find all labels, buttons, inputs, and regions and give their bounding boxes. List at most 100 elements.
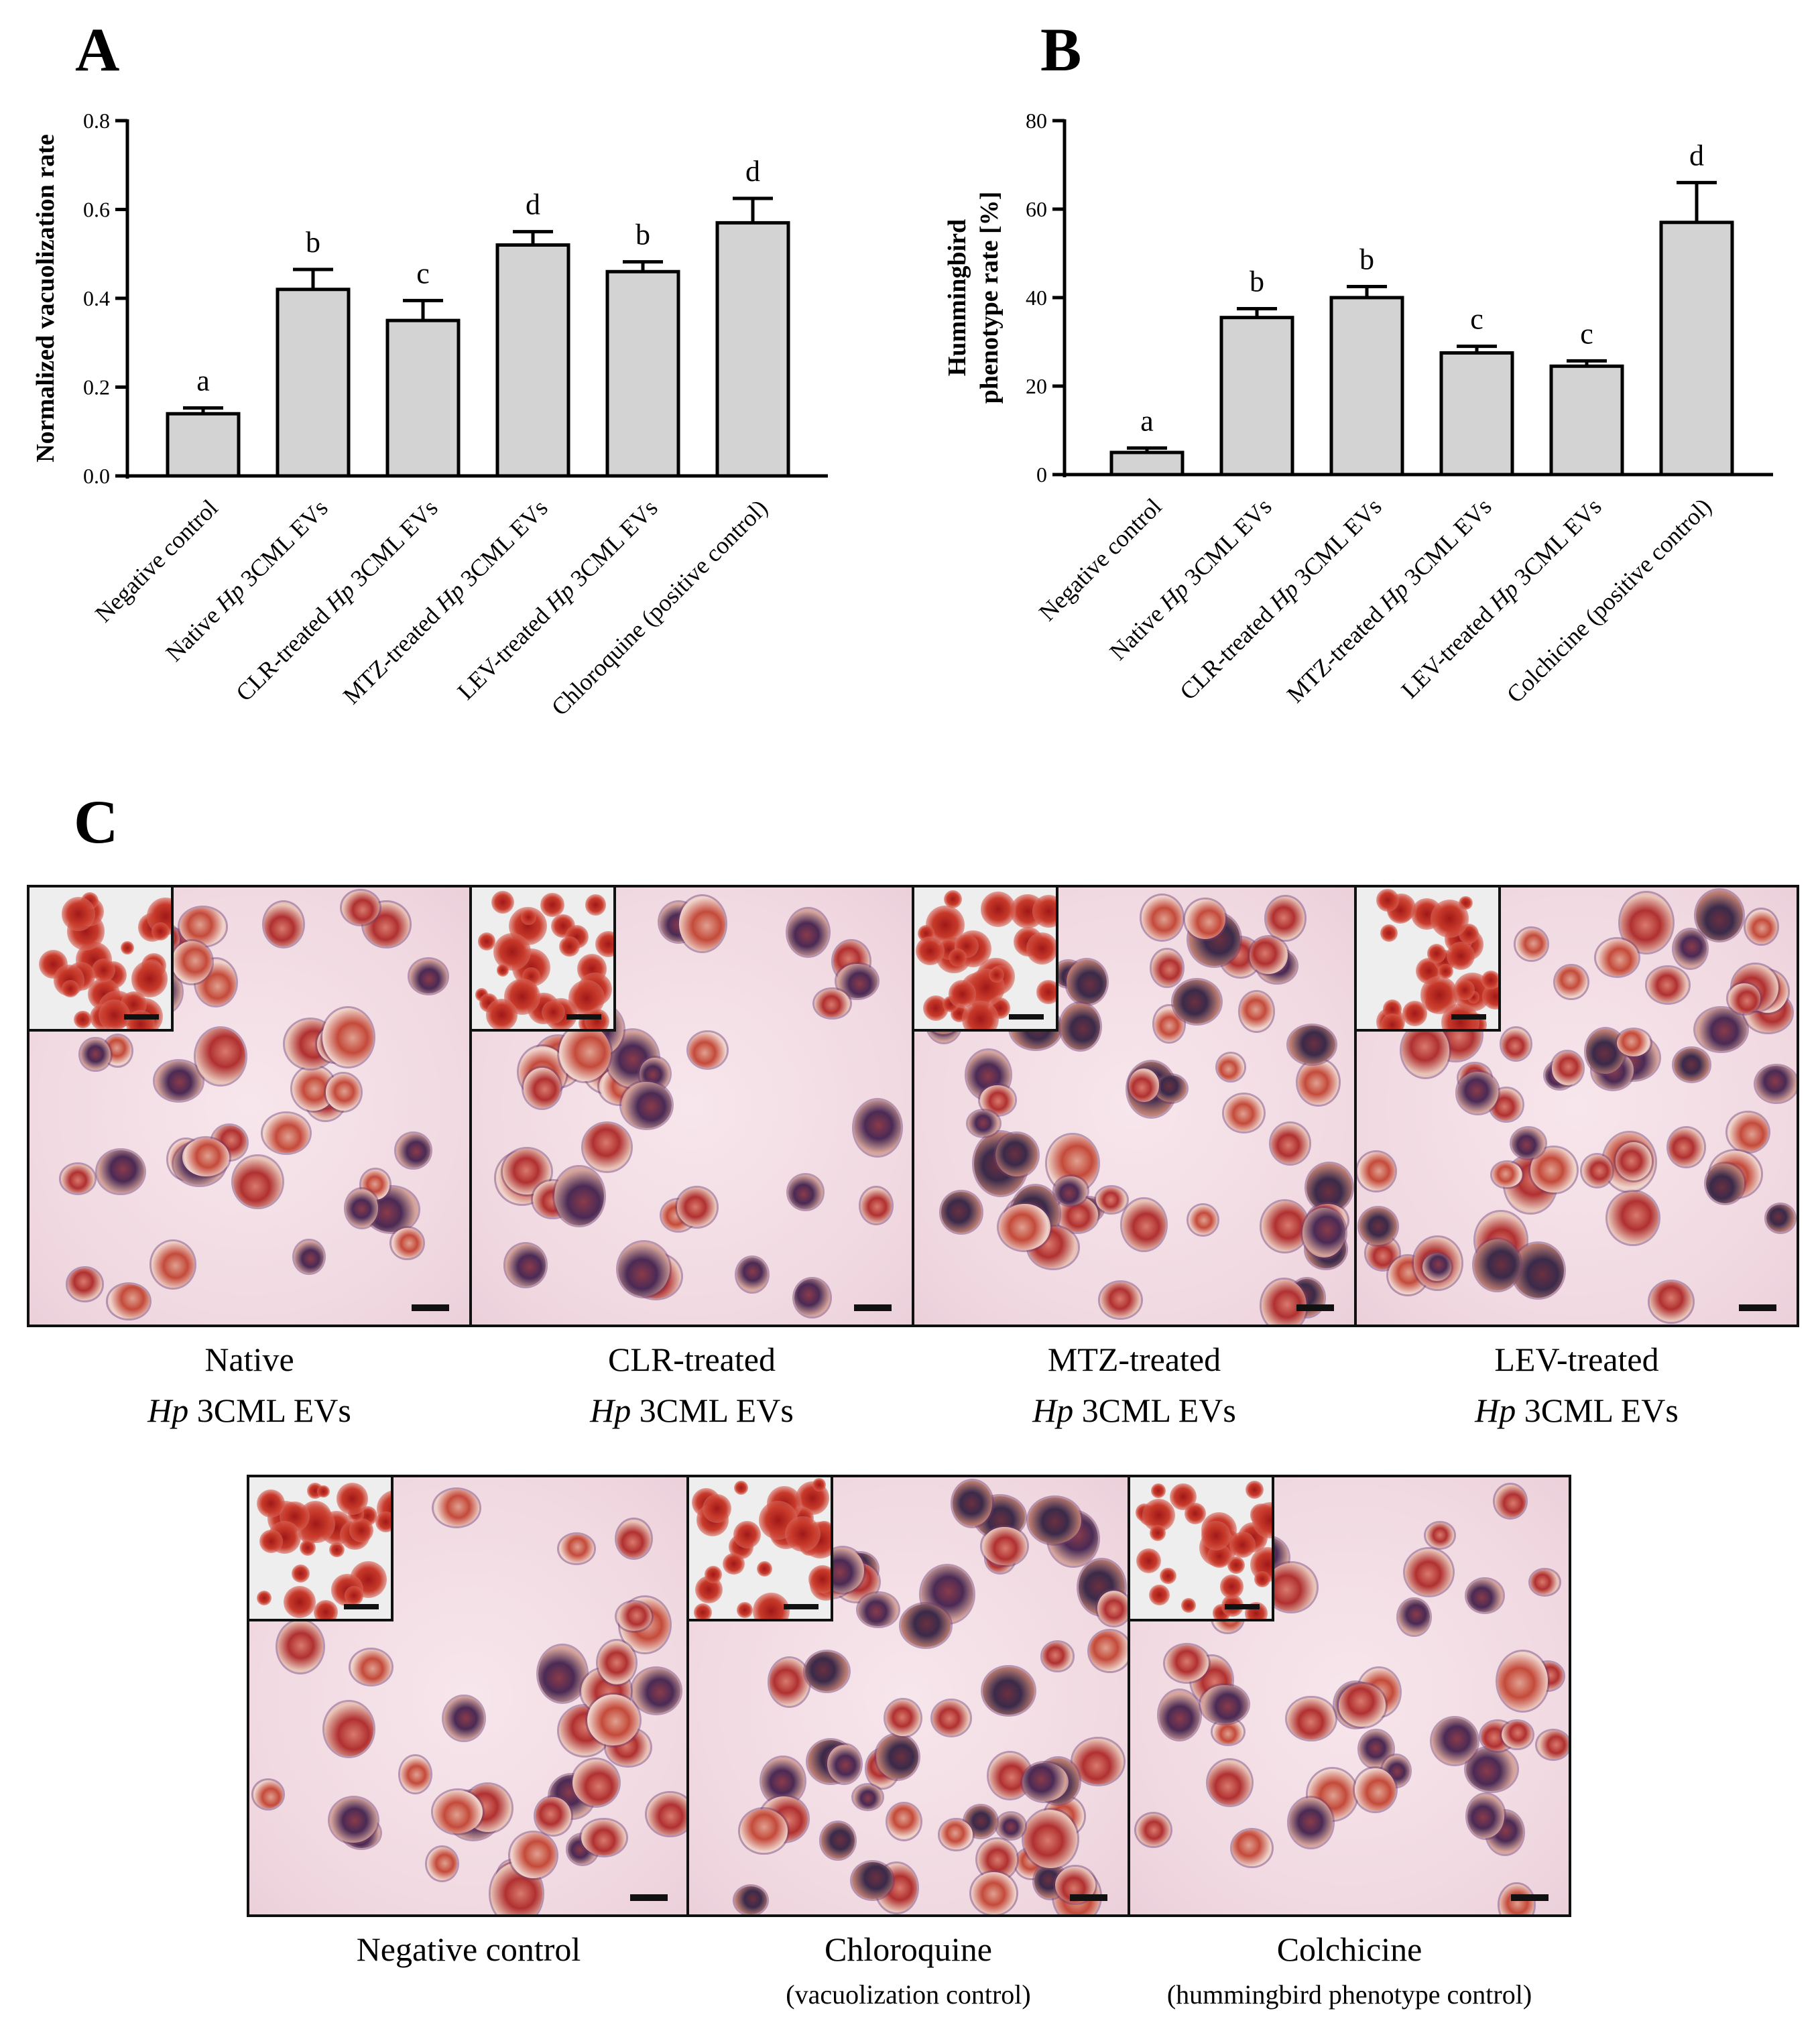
- cell-blob: [294, 1240, 324, 1273]
- significance-letter: b: [1250, 265, 1264, 298]
- cell-blob: [996, 1813, 1026, 1839]
- cell-blob: [264, 902, 304, 947]
- cell-blob: [827, 1744, 861, 1784]
- cell-blob: [1297, 1060, 1339, 1105]
- micrograph-caption: LEV-treated Hp 3CML EVs: [1475, 1341, 1679, 1429]
- cell-blob: [1287, 1697, 1335, 1740]
- cell-blob: [1099, 1282, 1142, 1318]
- inset-cell-blob: [1254, 1571, 1270, 1587]
- micrograph-row1-2: [469, 885, 914, 1327]
- cell-blob: [887, 1803, 921, 1839]
- cell-blob: [1060, 1003, 1100, 1050]
- cell-blob: [1338, 1683, 1386, 1727]
- y-tick-label: 80: [1026, 109, 1047, 133]
- cell-blob: [1473, 1239, 1521, 1291]
- inset-cell-blob: [349, 1518, 373, 1542]
- bar: [1329, 296, 1404, 477]
- cell-blob: [858, 1593, 898, 1626]
- inset-cell-blob: [542, 1001, 565, 1024]
- inset-cell-blob: [1427, 944, 1447, 963]
- cell-blob: [618, 1241, 670, 1297]
- inset-cell-blob: [733, 1480, 749, 1495]
- bar: [1439, 351, 1514, 477]
- inset-cell-blob: [151, 922, 170, 940]
- inset-cell-blob: [540, 893, 564, 917]
- cell-blob: [505, 1244, 546, 1286]
- inset-cell-blob: [491, 890, 515, 914]
- cell-blob: [391, 1227, 423, 1258]
- cell-blob: [510, 1832, 557, 1878]
- inset-cell-blob: [808, 1564, 831, 1593]
- inset-cell-blob: [1149, 1524, 1166, 1541]
- cell-blob: [1266, 896, 1305, 940]
- cell-blob: [1467, 1794, 1505, 1838]
- cell-blob: [983, 1667, 1034, 1715]
- cell-blob: [1646, 967, 1689, 1003]
- cell-blob: [1152, 950, 1182, 986]
- cell-blob: [940, 1820, 973, 1849]
- cell-blob: [980, 1085, 1016, 1115]
- cell-blob: [788, 1175, 823, 1210]
- inset-cell-blob: [1229, 1531, 1256, 1558]
- cell-blob: [538, 1646, 587, 1703]
- inset-scale-bar: [1225, 1604, 1260, 1609]
- cell-blob: [107, 1284, 150, 1319]
- cell-blob: [736, 1257, 768, 1292]
- bar: [1109, 450, 1185, 477]
- inset-cell-blob: [702, 1494, 731, 1524]
- cell-blob: [1492, 1162, 1522, 1188]
- cell-blob: [1042, 1642, 1073, 1670]
- cell-blob: [853, 1784, 882, 1810]
- y-axis-label: Hummingbird: [943, 219, 971, 376]
- cell-blob: [1511, 1127, 1545, 1159]
- bar: [166, 412, 241, 478]
- cell-blob: [325, 1073, 361, 1111]
- cell-blob: [1023, 1809, 1077, 1869]
- cell-blob: [1288, 1798, 1333, 1848]
- cell-blob: [1695, 889, 1744, 940]
- panel-label-b: B: [1040, 15, 1082, 84]
- scale-bar: [1511, 1894, 1549, 1901]
- cell-blob: [433, 1790, 483, 1834]
- cell-blob: [409, 959, 447, 993]
- cell-blob: [1288, 1025, 1336, 1064]
- inset-cell-blob: [375, 1512, 391, 1533]
- cell-blob: [1261, 1201, 1309, 1251]
- cell-blob: [1302, 1207, 1345, 1258]
- inset-cell-blob: [948, 948, 967, 967]
- inset-cell-blob: [1380, 924, 1398, 942]
- micrograph-row2-2: [686, 1475, 1130, 1917]
- micrograph-caption: Negative control: [356, 1930, 581, 1968]
- inset-cell-blob: [1482, 983, 1498, 1010]
- cell-blob: [1158, 1690, 1201, 1740]
- inset-cell-blob: [585, 894, 606, 916]
- cell-blob: [1498, 1651, 1549, 1711]
- significance-letter: c: [416, 257, 430, 290]
- cell-blob: [1727, 1112, 1768, 1152]
- cell-blob: [1582, 1155, 1613, 1187]
- micrograph-row1-4: [1354, 885, 1799, 1327]
- inset-cell-blob: [1136, 1548, 1162, 1573]
- cell-blob: [1607, 1191, 1658, 1244]
- cell-blob: [523, 1068, 560, 1109]
- cell-blob: [967, 1111, 1000, 1137]
- inset-cell-blob: [1036, 980, 1056, 1004]
- cell-blob: [1262, 1279, 1307, 1325]
- cell-blob: [1067, 960, 1107, 1005]
- cell-blob: [322, 1008, 374, 1066]
- inset-cell-blob: [981, 892, 1016, 927]
- inset-cell-blob: [962, 1001, 999, 1029]
- cell-blob: [1022, 1762, 1069, 1802]
- bar: [276, 288, 351, 478]
- cell-blob: [821, 1823, 855, 1859]
- cell-blob: [1512, 1243, 1564, 1298]
- cell-blob: [1270, 1123, 1309, 1164]
- scale-bar: [1070, 1894, 1107, 1901]
- cell-blob: [1200, 1684, 1249, 1724]
- cell-blob: [1142, 896, 1183, 940]
- cell-blob: [1223, 1094, 1264, 1132]
- inset-cell-blob: [1376, 889, 1399, 912]
- cell-blob: [617, 1602, 652, 1632]
- inset-cell-blob: [737, 1602, 753, 1618]
- cell-blob: [621, 1081, 672, 1129]
